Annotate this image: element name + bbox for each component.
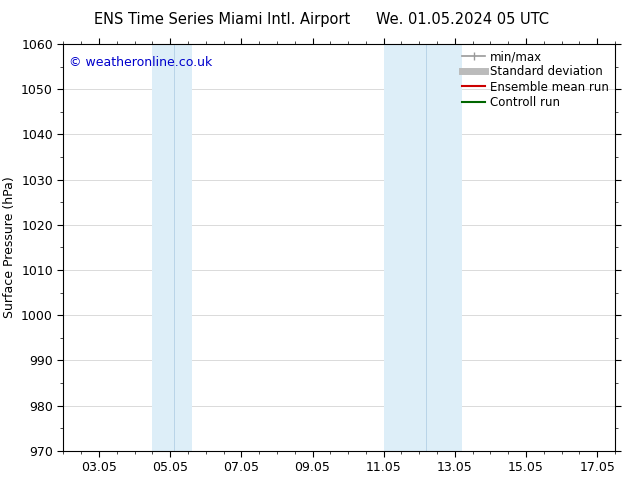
Bar — [384, 44, 462, 451]
Legend: min/max, Standard deviation, Ensemble mean run, Controll run: min/max, Standard deviation, Ensemble me… — [462, 50, 609, 109]
Text: © weatheronline.co.uk: © weatheronline.co.uk — [69, 56, 212, 69]
Bar — [152, 44, 191, 451]
Y-axis label: Surface Pressure (hPa): Surface Pressure (hPa) — [3, 176, 16, 318]
Text: ENS Time Series Miami Intl. Airport: ENS Time Series Miami Intl. Airport — [94, 12, 350, 27]
Text: We. 01.05.2024 05 UTC: We. 01.05.2024 05 UTC — [377, 12, 549, 27]
